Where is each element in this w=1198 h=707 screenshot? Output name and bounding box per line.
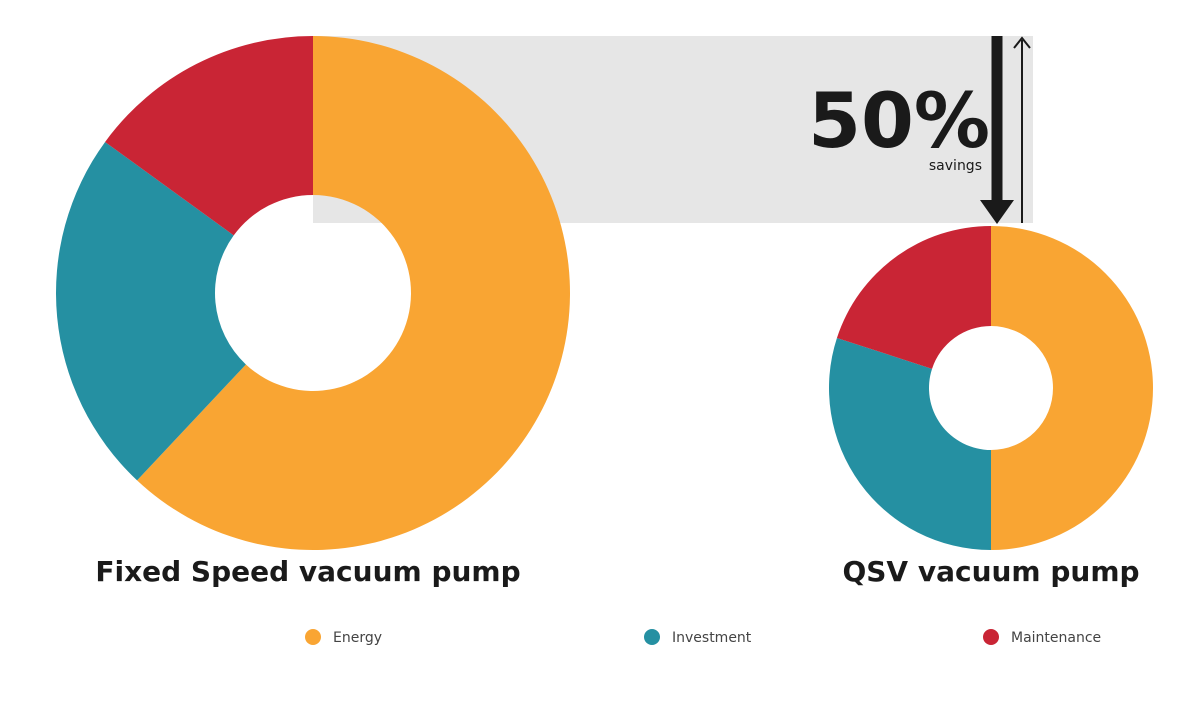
legend-marker xyxy=(983,629,999,645)
legend-marker xyxy=(305,629,321,645)
legend-label: Maintenance xyxy=(1011,630,1101,646)
pie-slice xyxy=(55,141,246,481)
annotation-subtitle: savings xyxy=(929,158,982,174)
legend-label: Energy xyxy=(333,630,382,646)
pie-title: QSV vacuum pump xyxy=(842,555,1139,588)
pie-slice xyxy=(828,337,991,550)
legend-label: Investment xyxy=(672,630,752,646)
annotation: 50% xyxy=(808,76,990,165)
legend-marker xyxy=(644,629,660,645)
savings-arrow-head xyxy=(980,200,1014,224)
pie-slice xyxy=(836,226,991,369)
pie-slice xyxy=(137,36,570,550)
pie-title: Fixed Speed vacuum pump xyxy=(95,555,520,588)
reference-arrow-head xyxy=(1013,36,1031,49)
pie-slice xyxy=(991,226,1153,550)
pie-slice xyxy=(105,36,313,236)
